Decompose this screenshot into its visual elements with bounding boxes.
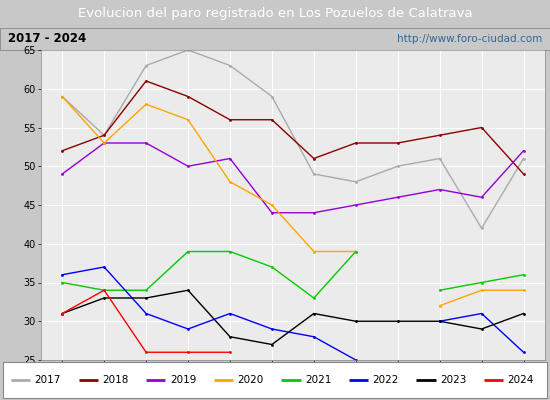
Text: 2021: 2021: [305, 375, 331, 385]
Text: 2022: 2022: [372, 375, 399, 385]
Text: 2024: 2024: [508, 375, 534, 385]
Text: http://www.foro-ciudad.com: http://www.foro-ciudad.com: [397, 34, 542, 44]
Text: 2017: 2017: [35, 375, 61, 385]
Text: 2020: 2020: [238, 375, 263, 385]
Text: 2019: 2019: [170, 375, 196, 385]
Text: 2017 - 2024: 2017 - 2024: [8, 32, 86, 46]
Text: 2018: 2018: [102, 375, 129, 385]
Text: 2023: 2023: [440, 375, 466, 385]
Text: Evolucion del paro registrado en Los Pozuelos de Calatrava: Evolucion del paro registrado en Los Poz…: [78, 8, 472, 20]
